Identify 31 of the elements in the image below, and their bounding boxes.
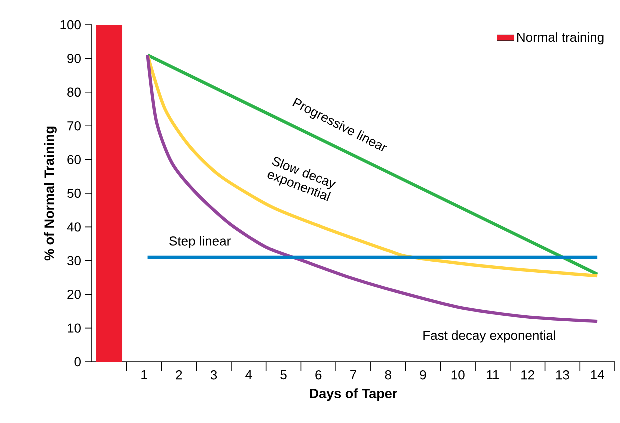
x-tick-label: 3 — [210, 370, 218, 380]
x-tick-label: 8 — [385, 370, 392, 380]
x-tick-label: 5 — [280, 370, 287, 380]
y-tick-label: 50 — [68, 188, 81, 198]
x-tick-label: 2 — [176, 370, 182, 380]
y-tick-label: 60 — [68, 155, 81, 164]
legend-label: Normal training — [518, 32, 604, 45]
x-tick-label: 6 — [316, 370, 322, 380]
x-tick-label: 11 — [487, 370, 500, 380]
x-tick-label: 14 — [591, 370, 604, 380]
y-tick-label: 40 — [67, 222, 81, 232]
x-axis-title: Days of Taper — [310, 388, 398, 402]
y-tick-label: 10 — [68, 324, 81, 333]
x-tick-label: 10 — [452, 370, 465, 380]
y-tick-label: 90 — [68, 54, 81, 64]
y-axis-title: % of Normal Training — [44, 126, 57, 261]
y-tick-label: 100 — [60, 20, 81, 30]
y-tick-label: 70 — [68, 121, 81, 131]
series-label: Fast decay exponential — [424, 330, 556, 343]
x-tick-label: 1 — [142, 370, 148, 380]
series-label: Step linear — [170, 236, 231, 248]
x-tick-label: 9 — [420, 370, 426, 380]
x-tick-label: 7 — [350, 370, 356, 380]
x-tick-label: 12 — [522, 370, 534, 380]
y-tick-label: 0 — [74, 357, 81, 367]
y-tick-label: 80 — [68, 88, 81, 97]
line-series — [146, 54, 600, 324]
y-tick-label: 30 — [68, 256, 81, 266]
x-tick-label: 4 — [246, 370, 252, 380]
x-tick-label: 13 — [556, 370, 570, 380]
y-tick-label: 20 — [68, 290, 81, 300]
